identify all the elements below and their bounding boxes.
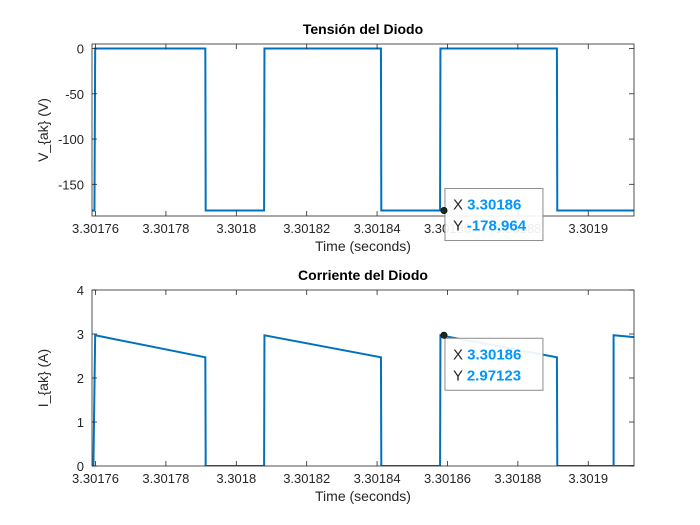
y-tick-label: 1 <box>77 415 84 430</box>
datatip-x-label: X <box>453 346 467 363</box>
datatip-y-label: Y <box>453 218 467 235</box>
x-tick-label: 3.30178 <box>142 221 189 236</box>
datatip-y-value: 2.97123 <box>467 367 521 384</box>
datatip-y-label: Y <box>453 367 467 384</box>
chart-title: Tensión del Diodo <box>303 21 423 37</box>
datatip-x-value: 3.30186 <box>467 346 521 363</box>
x-tick-label: 3.30176 <box>72 471 119 486</box>
datatip-box <box>444 188 544 242</box>
y-tick-label: 0 <box>77 459 84 474</box>
datatip-x-row: X 3.30186 <box>453 197 521 214</box>
datatip-y-value: -178.964 <box>467 218 527 235</box>
y-tick-label: 2 <box>77 371 84 386</box>
chart-title: Corriente del Diodo <box>298 267 428 283</box>
y-tick-label: -50 <box>65 87 84 102</box>
plot-area <box>92 44 634 216</box>
datatip-x-value: 3.30186 <box>467 197 521 214</box>
x-tick-label: 3.30178 <box>142 471 189 486</box>
y-axis-label: I_{ak} (A) <box>35 349 51 407</box>
datatip-x-label: X <box>453 197 467 214</box>
x-tick-label: 3.3018 <box>216 471 256 486</box>
x-axis-label: Time (seconds) <box>315 488 411 504</box>
x-tick-label: 3.3019 <box>568 221 608 236</box>
datatip-y-row: Y 2.97123 <box>453 367 521 384</box>
series-line-1 <box>612 334 634 466</box>
x-tick-label: 3.30184 <box>354 471 401 486</box>
datatip-marker[interactable] <box>440 207 448 215</box>
x-tick-label: 3.30188 <box>494 471 541 486</box>
x-tick-label: 3.3018 <box>216 221 256 236</box>
y-tick-label: 4 <box>77 283 84 298</box>
y-tick-label: 3 <box>77 327 84 342</box>
x-axis-label: Time (seconds) <box>315 238 411 254</box>
y-axis-label: V_{ak} (V) <box>35 98 51 162</box>
y-tick-label: 0 <box>77 42 84 57</box>
datatip-x-row: X 3.30186 <box>453 346 521 363</box>
datatip-marker[interactable] <box>440 331 448 339</box>
y-tick-label: -150 <box>58 177 84 192</box>
axes-box <box>91 43 635 217</box>
x-tick-label: 3.30176 <box>72 221 119 236</box>
x-tick-label: 3.30186 <box>424 471 471 486</box>
plot-area <box>92 290 634 466</box>
x-tick-label: 3.30182 <box>283 221 330 236</box>
datatip-box <box>444 337 544 391</box>
x-tick-label: 3.30182 <box>283 471 330 486</box>
x-tick-label: 3.3019 <box>568 471 608 486</box>
current-plot[interactable]: 3.30176 3.30178 3.3018 3.30182 3.30184 3.3018… <box>35 267 635 504</box>
x-tick-label: 3.30184 <box>354 221 401 236</box>
datatip-y-row: Y -178.964 <box>453 218 527 235</box>
series-line-0 <box>92 47 634 212</box>
voltage-plot[interactable]: 3.30176 3.30178 3.3018 3.30182 3.30184 3.3018… <box>35 21 635 254</box>
y-tick-label: -100 <box>58 132 84 147</box>
